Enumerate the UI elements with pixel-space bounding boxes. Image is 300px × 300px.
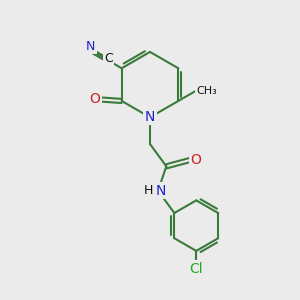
Text: N: N (156, 184, 166, 198)
Text: N: N (145, 110, 155, 124)
Text: O: O (190, 153, 202, 167)
Text: Cl: Cl (189, 262, 203, 276)
Text: H: H (144, 184, 153, 197)
Text: CH₃: CH₃ (196, 86, 217, 96)
Text: N: N (86, 40, 95, 53)
Text: O: O (89, 92, 100, 106)
Text: C: C (104, 52, 113, 65)
